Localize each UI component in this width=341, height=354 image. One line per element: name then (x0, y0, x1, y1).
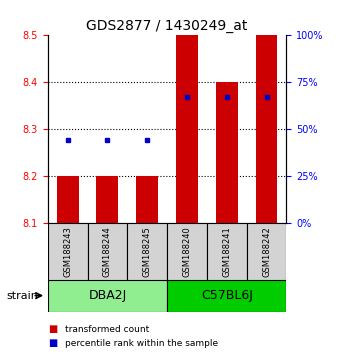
Title: GDS2877 / 1430249_at: GDS2877 / 1430249_at (86, 19, 248, 33)
Bar (136, 176, 158, 223)
Text: GSM188242: GSM188242 (262, 226, 271, 277)
Bar (256, 35, 278, 223)
Bar (176, 35, 198, 223)
Text: GSM188240: GSM188240 (182, 226, 192, 277)
Text: GSM188243: GSM188243 (63, 226, 72, 277)
Text: ■: ■ (48, 324, 57, 334)
Text: percentile rank within the sample: percentile rank within the sample (65, 339, 218, 348)
Text: GSM188245: GSM188245 (143, 226, 152, 277)
Bar (167, 223, 207, 280)
Bar (216, 82, 238, 223)
Bar (207, 223, 247, 280)
Text: C57BL6J: C57BL6J (201, 289, 253, 302)
Text: GSM188241: GSM188241 (222, 226, 231, 277)
Text: ■: ■ (48, 338, 57, 348)
Bar (57, 176, 78, 223)
Bar (127, 223, 167, 280)
Bar (48, 223, 88, 280)
Bar (88, 223, 127, 280)
Text: transformed count: transformed count (65, 325, 149, 334)
Text: strain: strain (7, 291, 39, 301)
Bar (97, 176, 118, 223)
Bar (167, 280, 286, 312)
Bar (48, 280, 167, 312)
Bar (247, 223, 286, 280)
Text: DBA2J: DBA2J (88, 289, 127, 302)
Text: GSM188244: GSM188244 (103, 226, 112, 277)
